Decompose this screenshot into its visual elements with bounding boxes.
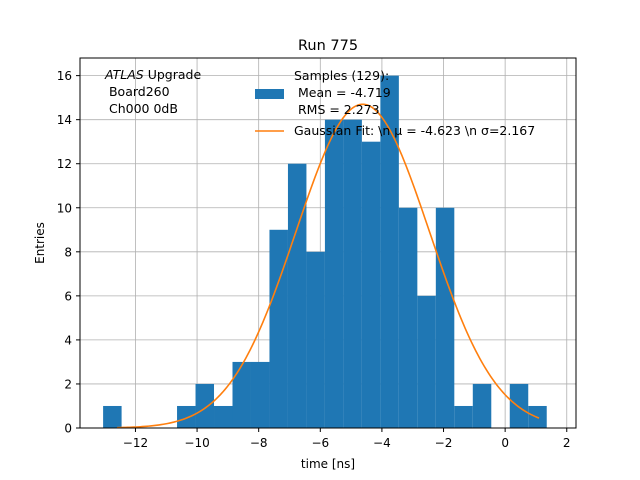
y-tick-label: 4 [64,333,72,347]
legend: Samples (129): Mean = -4.719 RMS = 2.273… [255,68,535,138]
y-tick-label: 0 [64,422,72,436]
histogram-bar [509,383,529,428]
histogram-bar [306,251,325,428]
histogram-bar [103,405,122,428]
histogram-bar [454,405,473,428]
x-tick-label: −2 [435,436,453,450]
annotation-upgrade: Upgrade [144,67,202,82]
y-axis-label: Entries [33,222,47,264]
histogram-bar [214,405,233,428]
legend-fit-label: Gaussian Fit: \n μ = -4.623 \n σ=2.167 [294,123,535,138]
legend-histogram-label-line-3: RMS = 2.273 [294,102,380,117]
histogram-bar [195,383,215,428]
x-axis-label: time [ns] [301,457,355,471]
histogram-bar [380,75,399,428]
annotation-line-1: ATLAS Upgrade [104,67,201,82]
histogram-bar [361,141,381,428]
x-tick-label: −4 [373,436,391,450]
x-tick-label: −12 [123,436,148,450]
x-tick-label: −10 [184,436,209,450]
y-tick-label: 6 [64,289,72,303]
histogram-bar [287,163,307,428]
legend-histogram-label-line-2: Mean = -4.719 [294,85,391,100]
histogram-bar [435,207,455,428]
y-tick-label: 14 [57,113,72,127]
y-tick-label: 12 [57,157,72,171]
plot-frame [79,57,577,429]
y-axis-ticks: 0 2 4 6 8 10 12 14 16 [57,69,80,436]
histogram-bar [250,361,270,428]
atlas-annotation: ATLAS Upgrade Board260 Ch000 0dB [104,67,201,116]
histogram-bar [177,405,196,428]
y-tick-label: 2 [64,377,72,391]
chart-title: Run 775 [298,38,358,54]
x-tick-label: −6 [311,436,329,450]
histogram-bar [417,295,436,428]
histogram-bar [398,207,418,428]
annotation-line-3: Ch000 0dB [105,101,178,116]
histogram-bar [269,229,288,428]
x-tick-label: −8 [250,436,268,450]
annotation-line-2: Board260 [105,84,170,99]
histogram-bar [343,119,362,429]
histogram-bar [324,119,344,429]
x-tick-label: 2 [563,436,571,450]
legend-histogram-swatch [255,89,284,99]
annotation-atlas: ATLAS [104,67,144,82]
histogram-bar [472,383,492,428]
y-tick-label: 8 [64,245,72,259]
y-tick-label: 16 [57,69,72,83]
gaussian-fit-curve [116,103,540,429]
histogram-bars [103,75,547,429]
legend-histogram-label-line-1: Samples (129): [294,68,389,83]
y-tick-label: 10 [57,201,72,215]
histogram-bar [232,361,251,428]
x-tick-label: 0 [501,436,509,450]
x-axis-ticks: −12 −10 −8 −6 −4 −2 0 2 [123,428,571,450]
